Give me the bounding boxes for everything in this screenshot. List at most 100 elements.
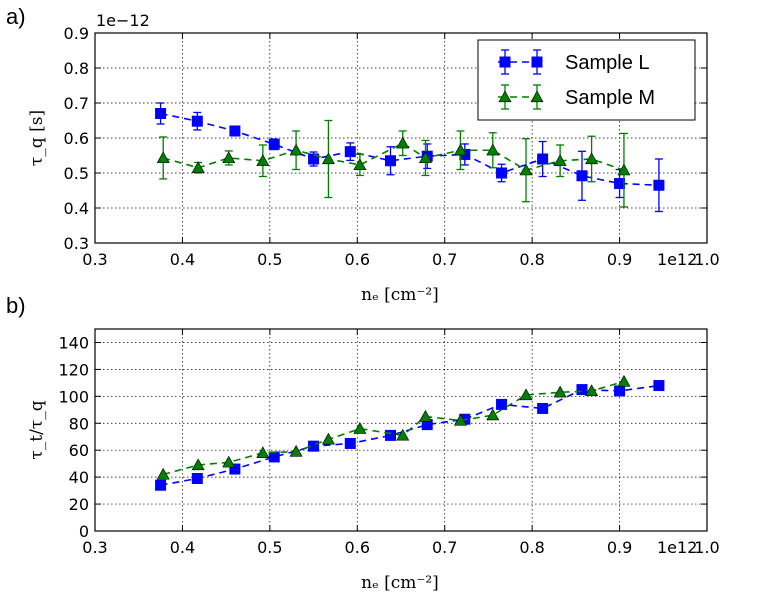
panel-a-point-sample-l — [308, 153, 320, 165]
panel-b-point-sample-l — [576, 384, 588, 396]
panel-b-y-tick-label: 100 — [58, 387, 89, 406]
panel-a-y-tick-label: 0.5 — [64, 164, 89, 183]
panel-a-y-tick-label: 0.4 — [64, 199, 89, 218]
panel-a-tau-q-chart: a) 1e−12 0.3 0.4 0.5 0.6 0.7 0.8 0.9 1.00.30.40… — [6, 4, 720, 305]
legend-marker-sample-m — [498, 90, 512, 103]
legend-label-sample-m: Sample M — [565, 87, 655, 109]
legend-label-sample-l: Sample L — [565, 52, 650, 74]
panel-b-x-tick-label: 1.0 — [694, 538, 719, 557]
panel-a-x-tick-label: 0.4 — [170, 250, 195, 269]
panel-b-label: b) — [6, 293, 26, 318]
panel-b-point-sample-m — [486, 408, 500, 421]
panel-a-point-sample-m — [353, 158, 367, 171]
panel-b-point-sample-m — [585, 384, 599, 397]
panel-b-y-tick-label: 60 — [69, 441, 89, 460]
panel-a-y-tick-label: 0.3 — [64, 234, 89, 253]
panel-a-point-sample-m — [553, 154, 567, 166]
panel-a-offset-label: 1e−12 — [96, 11, 150, 30]
panel-a-point-sample-m — [585, 152, 599, 165]
panel-b-point-sample-l — [268, 451, 280, 463]
legend-marker-sample-l — [499, 56, 511, 68]
panel-a-point-sample-m — [617, 163, 631, 176]
panel-b-point-sample-l — [653, 380, 665, 392]
panel-a-point-sample-l — [191, 115, 203, 127]
panel-a-x-tick-label: 1.0 — [694, 250, 719, 269]
panel-a-point-sample-l — [496, 167, 508, 179]
panel-a-y-tick-label: 0.8 — [64, 59, 89, 78]
panel-a-frame — [94, 32, 708, 244]
panel-a-x-tick-label: 0.5 — [257, 250, 282, 269]
panel-b-point-sample-l — [496, 398, 508, 410]
panel-b-point-sample-l — [385, 429, 397, 441]
panel-a-x-tick-label: 0.7 — [432, 250, 457, 269]
panel-b-y-tick-label: 20 — [69, 495, 89, 514]
panel-b-x-tick-label: 0.7 — [432, 538, 457, 557]
panel-b-point-sample-m — [617, 374, 631, 387]
panel-b-point-sample-m — [191, 458, 205, 471]
panel-a-data — [155, 102, 665, 213]
panel-a-x-tick-label: 0.6 — [345, 250, 370, 269]
panel-a-point-sample-l — [268, 138, 280, 150]
panel-b-point-sample-m — [222, 455, 236, 468]
legend-entry-sample-m — [498, 84, 544, 110]
panel-b-ticks: 0.3 0.4 0.5 0.6 0.7 0.8 0.9 1.0 0 20 40 60 80 100 120 1… — [58, 329, 720, 557]
panel-a-point-sample-m — [418, 151, 432, 164]
panel-a-series-line-sample-m — [162, 142, 625, 172]
panel-a-point-sample-m — [222, 151, 236, 164]
panel-a-xlabel: nₑ [cm⁻²] — [361, 285, 439, 305]
panel-a-x-tick-label: 0.9 — [607, 250, 632, 269]
panel-b-point-sample-m — [353, 422, 367, 434]
panel-a-point-sample-m — [289, 143, 303, 156]
panel-a-point-sample-m — [486, 143, 500, 156]
panel-b-point-sample-m — [289, 444, 303, 457]
panel-a-ylabel: τ_q [s] — [27, 110, 47, 166]
panel-a-point-sample-m — [256, 154, 270, 166]
panel-b-point-sample-m — [453, 413, 467, 426]
panel-b-ylabel: τ_t/τ_q — [27, 400, 47, 459]
panel-a-point-sample-l — [614, 178, 626, 189]
panel-a-point-sample-m — [321, 152, 335, 165]
panel-a-y-tick-label: 0.7 — [64, 94, 89, 113]
panel-a-point-sample-l — [653, 179, 665, 191]
panel-b-x-tick-label: 0.3 — [82, 538, 107, 557]
panel-b-x-tick-label: 0.8 — [519, 538, 544, 557]
legend-box — [477, 39, 696, 121]
panel-a-x-tick-label: 0.8 — [519, 250, 544, 269]
panel-a-grid — [95, 33, 707, 243]
panel-b-point-sample-l — [537, 402, 549, 414]
panel-a-point-sample-l — [576, 170, 588, 182]
panel-b-y-tick-label: 40 — [69, 468, 89, 487]
panel-b-x-tick-label: 0.6 — [345, 538, 370, 557]
panel-a-y-tick-label: 0.6 — [64, 129, 89, 148]
panel-b-y-tick-label: 80 — [69, 414, 89, 433]
panel-b-point-sample-m — [156, 467, 170, 480]
panel-a-x-tick-label: 0.3 — [82, 250, 107, 269]
panel-b-point-sample-m — [519, 388, 533, 401]
panel-b-point-sample-m — [418, 409, 432, 422]
panel-b-point-sample-m — [256, 446, 270, 458]
panel-b-point-sample-m — [321, 432, 335, 445]
panel-b-frame — [94, 328, 708, 532]
panel-a-y-tick-label: 0.9 — [64, 24, 89, 43]
panel-b-point-sample-l — [155, 479, 167, 491]
legend-marker-sample-m — [530, 90, 544, 103]
panel-b-ratio-chart: b) 0.3 0.4 0.5 0.6 0.7 0.8 0.9 1.0 0 20 40 60 80 100 1… — [6, 293, 720, 593]
panel-b-x-offset: 1e12 — [657, 538, 697, 557]
panel-a-point-sample-l — [385, 155, 397, 167]
panel-a-point-sample-l — [155, 108, 167, 119]
panel-a-point-sample-m — [453, 143, 467, 156]
panel-b-x-tick-label: 0.4 — [170, 538, 195, 557]
panel-a-point-sample-l — [229, 125, 241, 137]
panel-b-point-sample-l — [191, 472, 203, 484]
panel-a-point-sample-l — [344, 146, 356, 158]
panel-b-y-tick-label: 120 — [58, 360, 89, 379]
panel-b-x-tick-label: 0.5 — [257, 538, 282, 557]
panel-b-x-tick-label: 0.9 — [607, 538, 632, 557]
panel-b-plot-background — [95, 329, 707, 531]
panel-a-x-offset: 1e12 — [657, 250, 697, 269]
panel-a-point-sample-m — [156, 151, 170, 164]
legend-marker-sample-l — [531, 56, 543, 68]
panel-b-point-sample-m — [553, 385, 567, 398]
panel-b-point-sample-l — [344, 437, 356, 449]
